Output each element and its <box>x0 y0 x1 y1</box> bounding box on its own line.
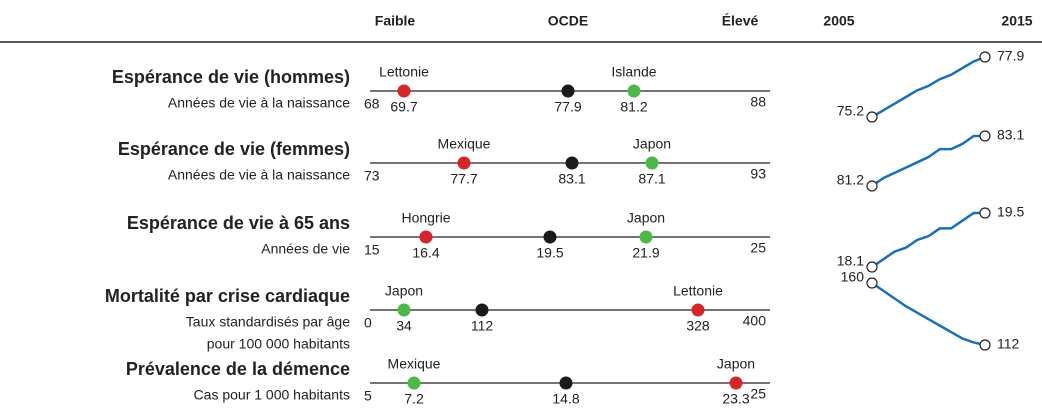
oecd-dot <box>475 303 489 317</box>
row-title: Mortalité par crise cardiaque <box>105 286 350 306</box>
row-title: Espérance de vie (femmes) <box>118 139 350 159</box>
trend-end <box>979 339 991 351</box>
country-name: Japon <box>385 283 423 299</box>
trend-end <box>866 277 878 289</box>
trend-label: 112 <box>997 336 1020 352</box>
scale-max: 25 <box>750 240 766 256</box>
scale-max: 400 <box>743 313 767 329</box>
country-dot <box>407 376 421 390</box>
country-dot <box>627 84 641 98</box>
row-subtitle: Cas pour 1 000 habitants <box>194 387 350 403</box>
value-label: 14.8 <box>552 391 579 407</box>
oecd-dot <box>561 84 575 98</box>
trend-line <box>871 55 986 119</box>
value-label: 7.2 <box>404 391 424 407</box>
value-label: 23.3 <box>722 391 749 407</box>
scale-min: 68 <box>364 96 380 112</box>
trend-end <box>979 130 991 142</box>
country-name: Mexique <box>438 136 491 152</box>
trend-end <box>979 51 991 63</box>
trend-label: 75.2 <box>837 103 864 119</box>
scale-min: 5 <box>364 388 372 404</box>
value-label: 112 <box>471 318 494 334</box>
header-high: Élevé <box>722 13 759 29</box>
scale-max: 25 <box>750 386 766 402</box>
country-name: Mexique <box>388 356 441 372</box>
value-label: 69.7 <box>390 99 417 115</box>
scale-min: 15 <box>364 242 380 258</box>
trend-label: 81.2 <box>837 172 864 188</box>
scale-min: 73 <box>364 168 380 184</box>
country-dot <box>419 230 433 244</box>
row-subtitle: pour 100 000 habitants <box>207 336 350 352</box>
country-dot <box>691 303 705 317</box>
row-title: Prévalence de la démence <box>126 359 350 379</box>
trend-end <box>866 180 878 192</box>
country-dot <box>645 156 659 170</box>
trend-end <box>979 207 991 219</box>
country-name: Japon <box>717 356 755 372</box>
trend-label: 19.5 <box>997 204 1024 220</box>
trend-line <box>871 134 985 188</box>
country-name: Islande <box>611 64 656 80</box>
scale-max: 88 <box>750 94 766 110</box>
country-dot <box>729 376 743 390</box>
value-label: 77.9 <box>554 99 581 115</box>
header-start: 2005 <box>823 13 854 29</box>
country-name: Lettonie <box>673 283 723 299</box>
header-end: 2015 <box>1001 13 1032 29</box>
value-label: 83.1 <box>558 171 585 187</box>
row-subtitle: Années de vie <box>261 241 350 257</box>
country-dot <box>397 84 411 98</box>
header-low: Faible <box>375 13 416 29</box>
trend-end <box>866 111 878 123</box>
row-title: Espérance de vie à 65 ans <box>127 213 350 233</box>
trend-line <box>871 281 986 347</box>
trend-label: 77.9 <box>997 48 1024 64</box>
country-name: Japon <box>633 136 671 152</box>
trend-line <box>871 211 985 269</box>
country-dot <box>457 156 471 170</box>
row-subtitle: Taux standardisés par âge <box>186 314 350 330</box>
value-label: 21.9 <box>632 245 659 261</box>
value-label: 77.7 <box>450 171 477 187</box>
scale-min: 0 <box>364 315 372 331</box>
value-label: 87.1 <box>638 171 665 187</box>
country-name: Lettonie <box>379 64 429 80</box>
trend-label: 83.1 <box>997 127 1024 143</box>
row-title: Espérance de vie (hommes) <box>112 67 350 87</box>
value-label: 81.2 <box>620 99 647 115</box>
trend-label: 160 <box>841 269 865 285</box>
value-label: 34 <box>396 318 412 334</box>
value-label: 19.5 <box>536 245 563 261</box>
country-dot <box>639 230 653 244</box>
scale-max: 93 <box>750 166 766 182</box>
value-label: 16.4 <box>412 245 439 261</box>
oecd-dot <box>543 230 557 244</box>
value-label: 328 <box>686 318 710 334</box>
row-subtitle: Années de vie à la naissance <box>168 95 350 111</box>
trend-end <box>866 261 878 273</box>
header-oecd: OCDE <box>548 13 588 29</box>
country-name: Hongrie <box>401 210 450 226</box>
row-subtitle: Années de vie à la naissance <box>168 167 350 183</box>
oecd-dot <box>565 156 579 170</box>
oecd-dot <box>559 376 573 390</box>
trend-label: 18.1 <box>837 253 864 269</box>
country-dot <box>397 303 411 317</box>
country-name: Japon <box>627 210 665 226</box>
